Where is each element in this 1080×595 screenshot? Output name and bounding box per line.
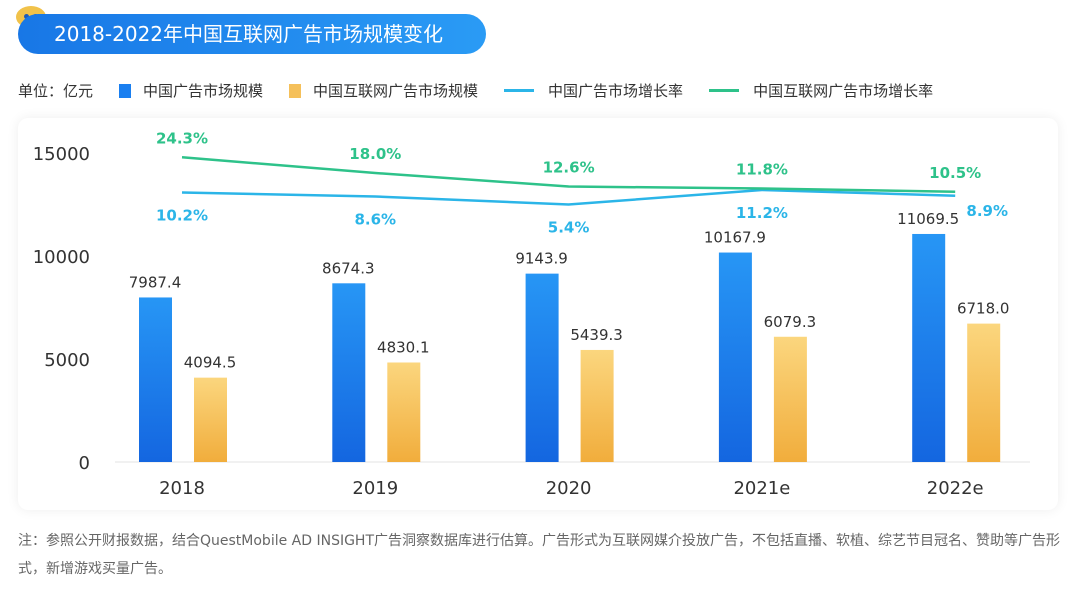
bar-中国互联网广告市场规模 [580,349,614,462]
bar-中国广告市场规模 [332,283,366,462]
bar-data-label: 4094.5 [184,354,237,372]
chart-title: 2018-2022年中国互联网广告市场规模变化 [18,14,486,54]
x-tick-label: 2022e [927,478,984,499]
bar-中国互联网广告市场规模 [387,362,421,462]
line-中国广告市场增长率 [181,188,956,206]
bar-data-label: 8674.3 [322,259,375,277]
x-tick-label: 2021e [733,478,790,499]
x-tick-label: 2018 [159,478,205,499]
legend-item-bar2: 中国互联网广告市场规模 [289,80,478,101]
y-tick-label: 0 [79,453,90,474]
bar-data-label: 4830.1 [377,338,430,356]
bar-中国广告市场规模 [718,252,752,462]
y-tick-label: 5000 [44,350,90,371]
y-tick-label: 15000 [33,144,90,165]
bar-data-label: 11069.5 [897,210,959,228]
line-data-label: 5.4% [548,219,590,237]
line-data-label: 12.6% [543,159,595,177]
line-data-label: 10.2% [156,207,208,225]
bar-data-label: 5439.3 [570,326,623,344]
bar-data-label: 6079.3 [764,313,817,331]
bar-中国互联网广告市场规模 [967,323,1001,462]
bar-中国广告市场规模 [139,297,172,462]
line-data-label: 8.9% [966,202,1008,220]
bar-中国广告市场规模 [525,273,559,462]
bar-data-label: 6718.0 [957,300,1010,318]
bar-data-label: 7987.4 [129,273,182,291]
x-tick-label: 2019 [352,478,398,499]
line-data-label: 11.2% [736,204,788,222]
legend-item-line2: 中国互联网广告市场增长率 [709,80,933,101]
legend-item-line1: 中国广告市场增长率 [504,80,683,101]
line-中国互联网广告市场增长率 [181,156,956,193]
line-data-label: 10.5% [929,164,981,182]
bar-中国广告市场规模 [912,233,946,462]
bar-data-label: 9143.9 [515,250,568,268]
bar-data-label: 10167.9 [704,229,766,247]
bar-中国互联网广告市场规模 [773,336,807,462]
y-tick-label: 10000 [33,247,90,268]
x-tick-label: 2020 [546,478,592,499]
unit-label: 单位：亿元 [18,82,94,100]
line-data-label: 8.6% [354,211,396,229]
bar-中国互联网广告市场规模 [194,377,227,462]
legend-item-bar1: 中国广告市场规模 [119,80,263,101]
footnote: 注：参照公开财报数据，结合QuestMobile AD INSIGHT广告洞察数… [18,533,1061,577]
line-data-label: 11.8% [736,161,788,179]
line-data-label: 24.3% [156,129,208,147]
line-data-label: 18.0% [349,145,401,163]
legend: 单位：亿元 中国广告市场规模 中国互联网广告市场规模 中国广告市场增长率 中国互… [18,80,933,101]
